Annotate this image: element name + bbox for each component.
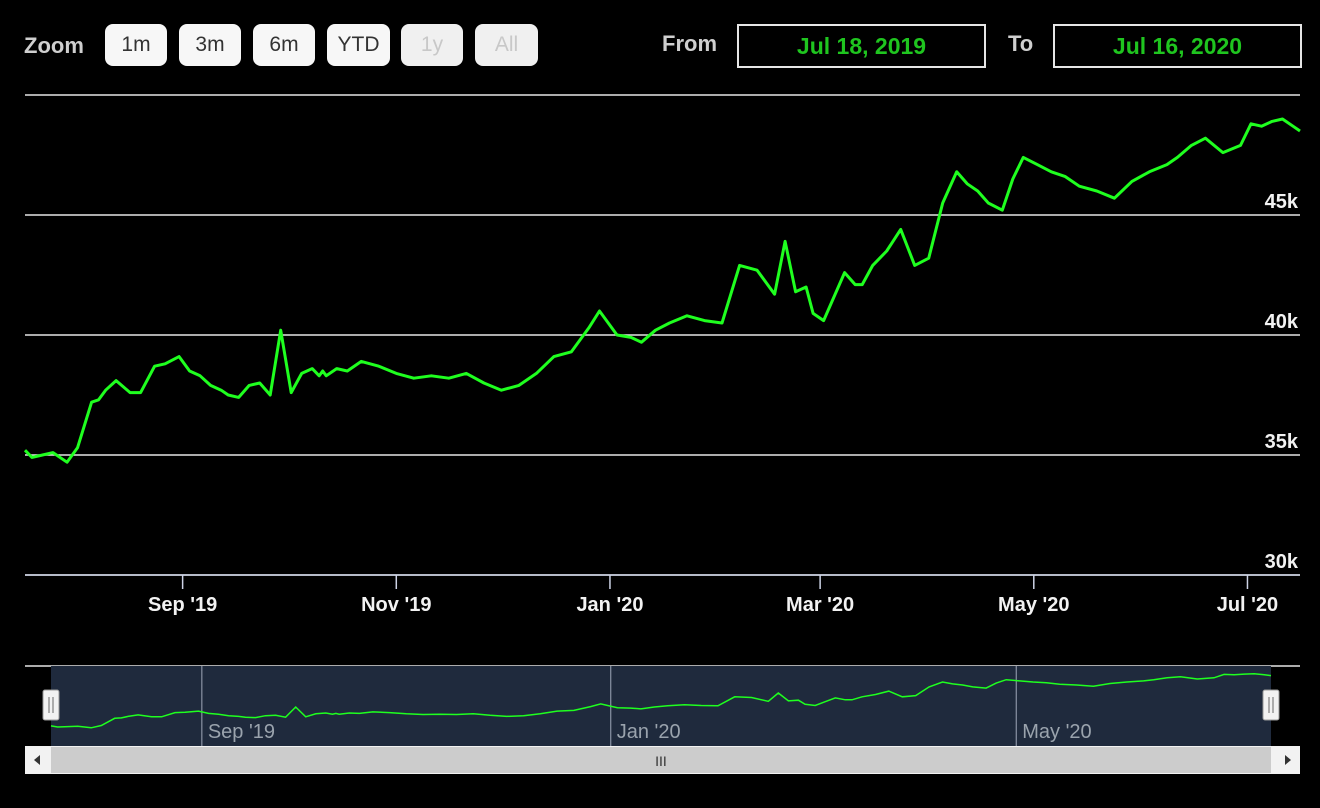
zoom-1y-button: 1y [401,24,463,66]
zoom-ytd-button[interactable]: YTD [327,24,390,66]
y-tick-label: 35k [1265,431,1299,453]
navigator-series-line [50,672,1272,729]
from-label: From [662,31,717,56]
to-label: To [1008,31,1034,56]
scrollbar[interactable]: III [25,746,1300,774]
navigator[interactable]: Sep '19 Jan '20 May '20 [25,665,1300,746]
x-tick-label: Jan '20 [576,594,643,616]
y-tick-label: 40k [1265,311,1299,333]
x-tick-label: Jul '20 [1217,594,1278,616]
zoom-6m-button[interactable]: 6m [253,24,315,66]
grid-lines: 30k 35k 40k 45k [25,94,1300,576]
navigator-label: Jan '20 [617,721,681,743]
from-date-input[interactable]: Jul 18, 2019 [737,24,986,68]
zoom-3m-button[interactable]: 3m [179,24,241,66]
navigator-label: Sep '19 [208,721,275,743]
x-tick-label: Sep '19 [148,594,217,616]
x-tick-label: Mar '20 [786,594,854,616]
y-tick-label: 45k [1265,191,1299,213]
x-axis: Sep '19 Nov '19 Jan '20 Mar '20 May '20 Jul '… [25,574,1300,616]
scrollbar-thumb[interactable] [51,747,1271,773]
x-tick-label: Nov '19 [361,594,431,616]
zoom-all-button: All [475,24,538,66]
zoom-1m-button[interactable]: 1m [105,24,167,66]
navigator-left-handle[interactable] [42,689,60,721]
scrollbar-grip[interactable]: III [655,753,667,769]
x-tick-label: May '20 [998,594,1069,616]
navigator-label: May '20 [1022,721,1091,743]
series-layer [23,117,1301,464]
y-tick-label: 30k [1265,551,1299,573]
series-line [23,117,1301,464]
scroll-right-arrow-icon[interactable] [1285,755,1291,765]
navigator-right-handle[interactable] [1262,689,1280,721]
scroll-left-arrow-icon[interactable] [34,755,40,765]
to-date-input[interactable]: Jul 16, 2020 [1053,24,1302,68]
zoom-label: Zoom [24,33,84,58]
